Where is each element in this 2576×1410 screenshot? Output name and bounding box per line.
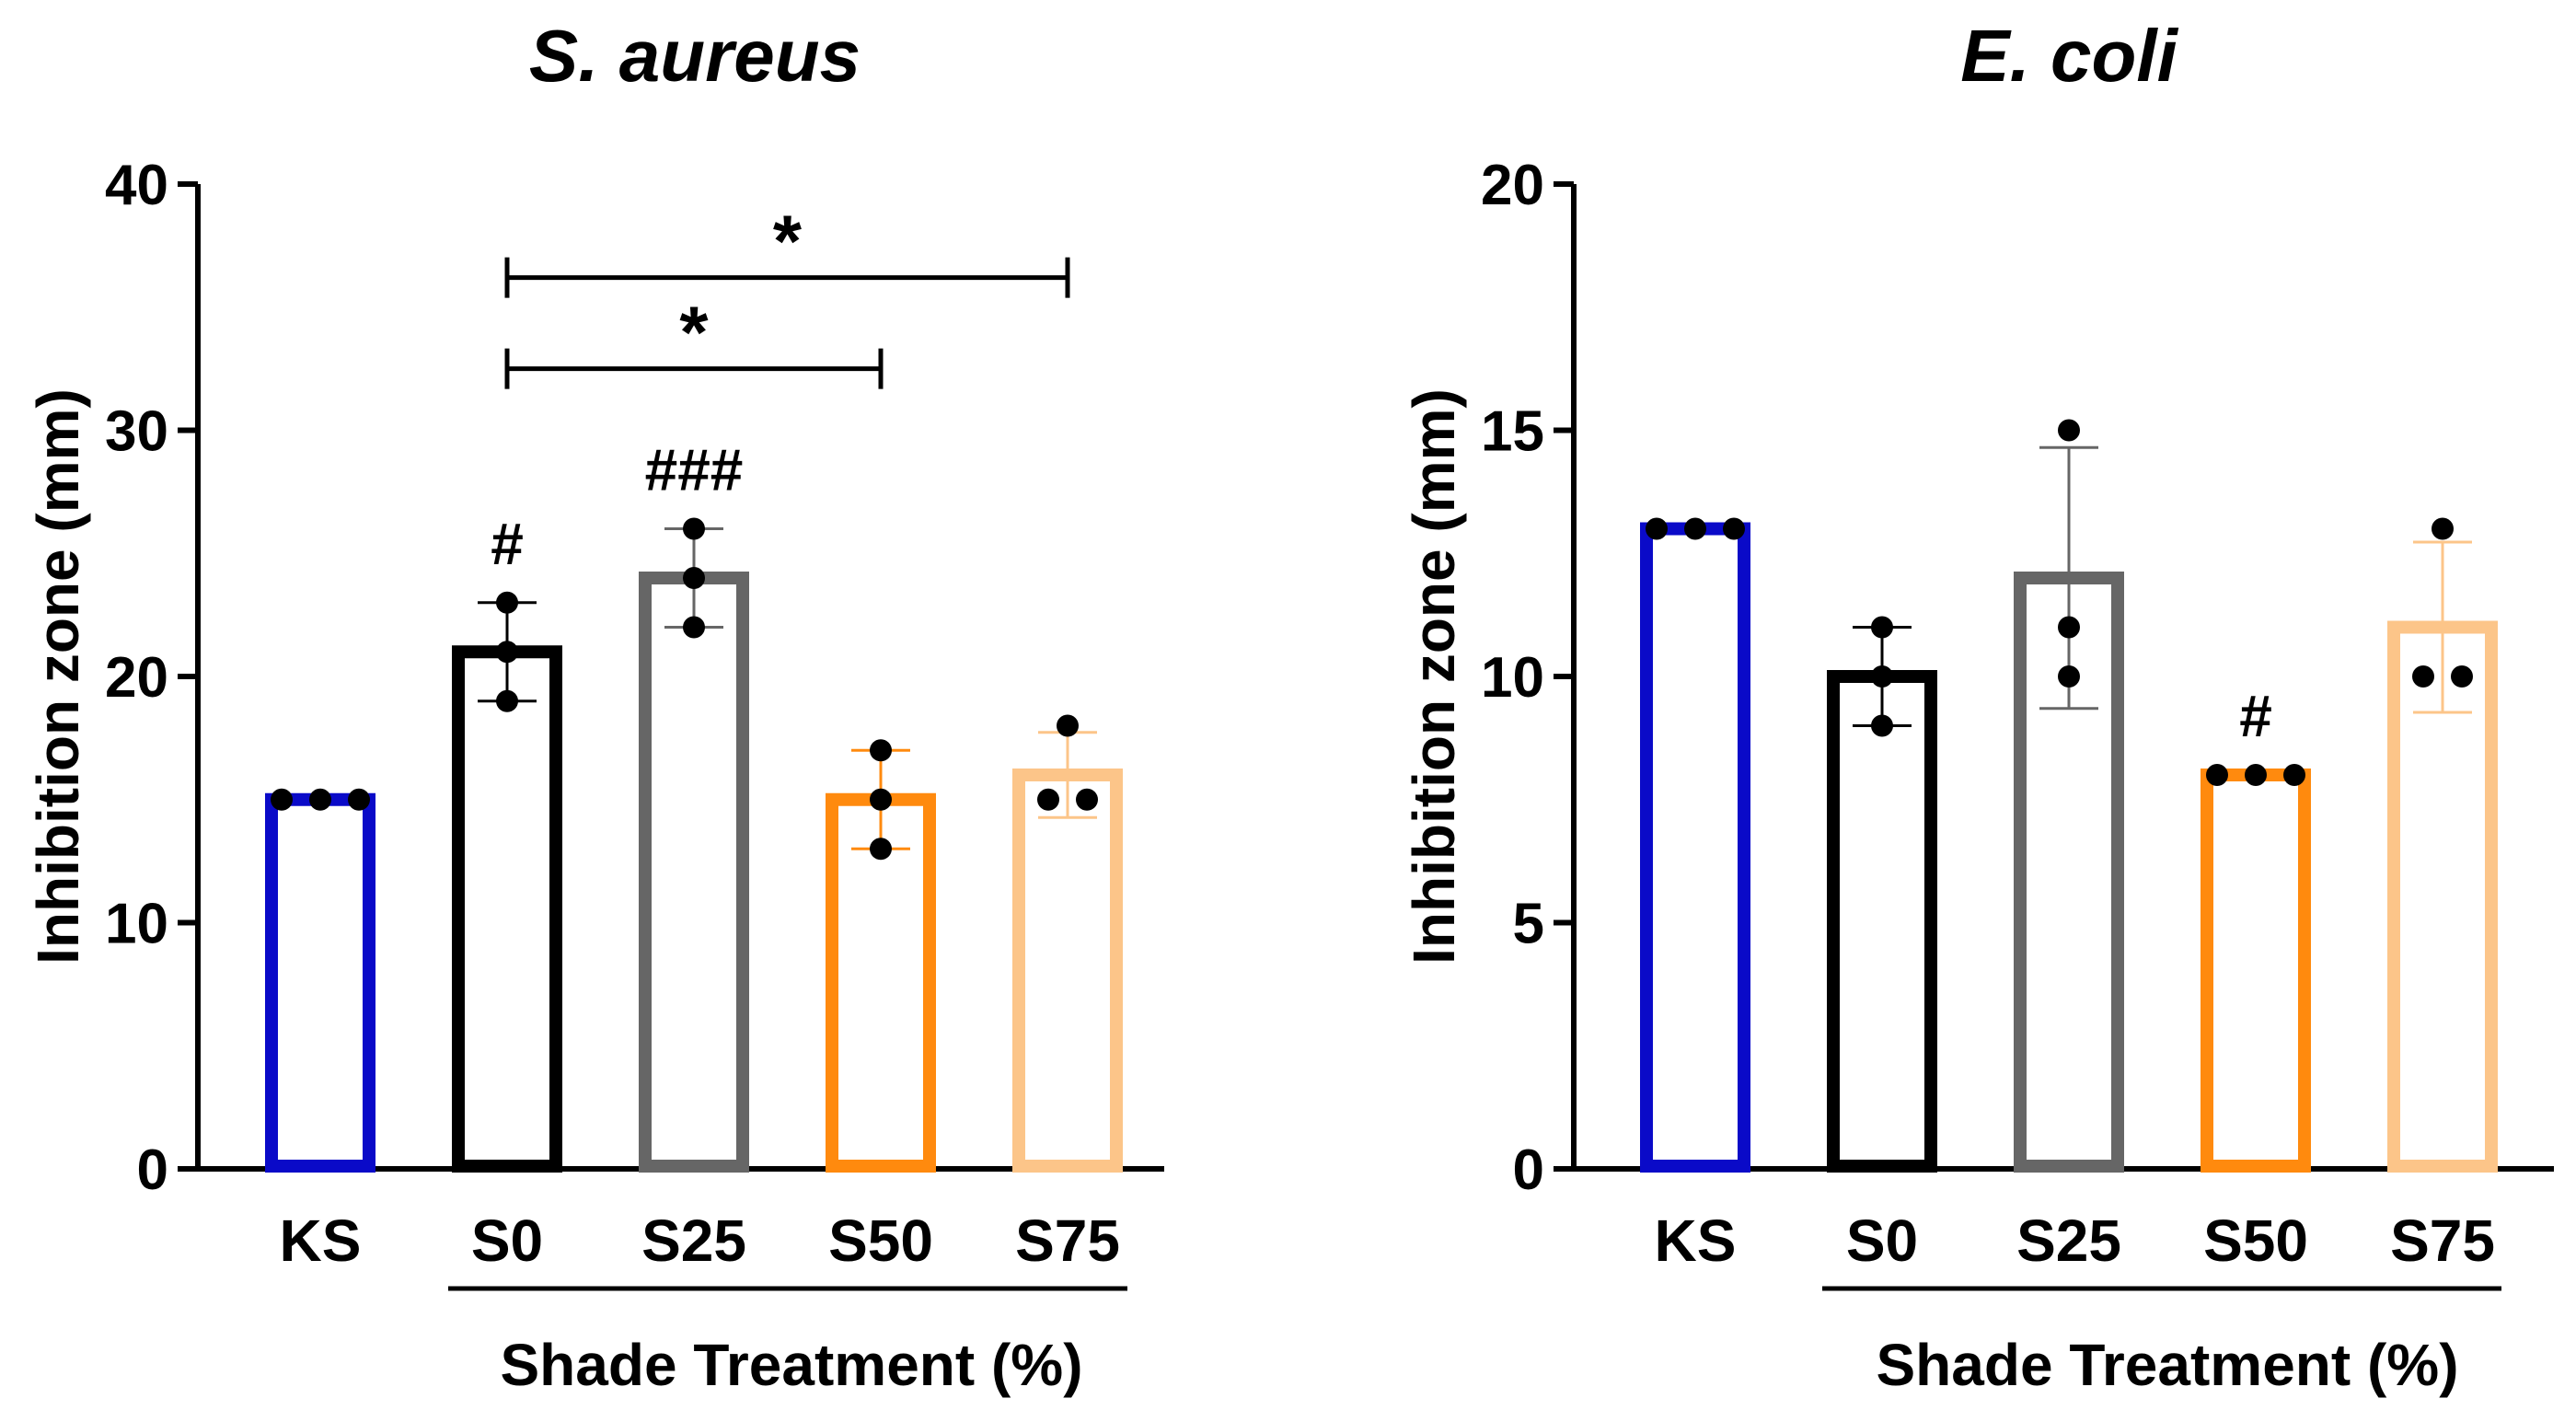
data-point-s75 (1037, 788, 1059, 811)
data-point-s0 (1871, 616, 1893, 639)
x-tick-label-s25: S25 (641, 1208, 746, 1274)
data-point-s0 (1871, 665, 1893, 688)
y-axis-label: Inhibition zone (mm) (25, 388, 91, 965)
data-point-s50 (870, 838, 892, 861)
y-tick-label: 30 (105, 400, 168, 464)
data-point-s75 (1057, 714, 1079, 737)
y-tick-label: 0 (1513, 1138, 1544, 1202)
y-tick-label: 0 (137, 1138, 168, 1202)
data-point-ks (309, 788, 331, 811)
chart-title: E. coli (1960, 15, 2178, 97)
data-point-s75 (1076, 788, 1098, 811)
chart-panel-e-coli: E. coli Inhibition zone (mm) 0 5 10 15 20 KS S0 S… (1401, 15, 2554, 1398)
y-axis-label: Inhibition zone (mm) (1401, 388, 1467, 965)
data-point-s25 (2058, 616, 2080, 639)
y-tick-label: 5 (1513, 893, 1544, 956)
x-tick-label-s75: S75 (2390, 1208, 2495, 1274)
x-tick-label-ks: KS (280, 1208, 362, 1274)
bar-s50 (2201, 769, 2311, 1173)
x-tick-label-s50: S50 (828, 1208, 933, 1274)
chart-title: S. aureus (529, 15, 861, 97)
x-tick-label-s75: S75 (1015, 1208, 1120, 1274)
data-point-s0 (496, 641, 518, 664)
data-point-s50 (2283, 764, 2305, 786)
data-point-s0 (1871, 714, 1893, 737)
significance-mark-s0: # (491, 511, 524, 577)
data-point-s25 (683, 567, 705, 589)
data-point-ks (348, 788, 370, 811)
significance-mark-s50: # (2239, 683, 2272, 749)
data-point-ks (271, 788, 293, 811)
data-point-s75 (2412, 665, 2434, 688)
y-tick-label: 10 (105, 893, 168, 956)
chart-panel-s-aureus: S. aureus Inhibition zone (mm) 0 10 20 30 40 KS… (25, 15, 1164, 1398)
bar-s0 (452, 645, 562, 1173)
data-point-s50 (870, 788, 892, 811)
data-point-s50 (2245, 764, 2267, 786)
bar-s75 (1012, 769, 1123, 1173)
significance-mark-s25: ### (645, 437, 744, 503)
bracket-asterisk: * (773, 201, 803, 283)
bar-s0 (1827, 670, 1937, 1173)
data-point-s25 (2058, 665, 2080, 688)
data-point-s25 (2058, 419, 2080, 442)
x-tick-label-s0: S0 (1846, 1208, 1918, 1274)
bar-ks (265, 792, 375, 1173)
x-axis-label: Shade Treatment (%) (1876, 1332, 2458, 1398)
bracket-asterisk: * (679, 292, 709, 374)
data-point-ks (1646, 517, 1668, 540)
data-point-s50 (2206, 764, 2228, 786)
data-point-s50 (870, 739, 892, 762)
data-point-s75 (2451, 665, 2473, 688)
x-tick-label-s25: S25 (2016, 1208, 2121, 1274)
data-point-ks (1723, 517, 1745, 540)
x-axis-label: Shade Treatment (%) (500, 1332, 1082, 1398)
data-point-s0 (496, 689, 518, 712)
data-point-s0 (496, 591, 518, 614)
x-tick-label-s50: S50 (2203, 1208, 2308, 1274)
y-tick-label: 20 (1481, 154, 1544, 217)
data-point-s25 (683, 517, 705, 540)
y-tick-label: 15 (1481, 400, 1544, 464)
bar-s25 (639, 572, 749, 1173)
x-tick-label-ks: KS (1655, 1208, 1737, 1274)
bar-ks (1640, 522, 1750, 1173)
x-tick-label-s0: S0 (471, 1208, 543, 1274)
y-tick-label: 40 (105, 154, 168, 217)
y-tick-label: 10 (1481, 646, 1544, 710)
data-point-s25 (683, 616, 705, 639)
data-point-ks (1684, 517, 1706, 540)
y-tick-label: 20 (105, 646, 168, 710)
data-point-s75 (2432, 517, 2454, 540)
